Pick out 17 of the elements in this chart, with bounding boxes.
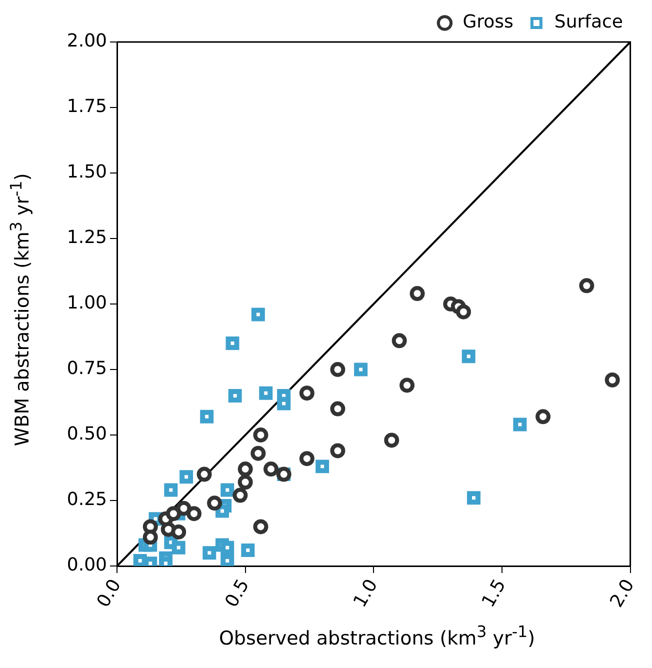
y-tick-label: 1.50 [66, 162, 107, 183]
x-tick-label: 2.0 [606, 576, 639, 612]
y-tick-label: 0.00 [66, 554, 107, 576]
y-tick-label: 0.50 [66, 424, 107, 445]
y-tick-label: 1.25 [66, 227, 107, 248]
y-tick-label: 1.75 [66, 96, 107, 118]
y-tick-label: 2.00 [66, 30, 107, 52]
x-axis-title: Observed abstractions (km$^{3}$ yr$^{-1}$) [218, 622, 536, 650]
legend-label: Gross [462, 12, 514, 33]
legend-label: Surface [554, 12, 624, 33]
y-tick-label: 1.00 [66, 292, 107, 314]
y-tick-label: 0.25 [66, 489, 107, 510]
x-tick-label: 1.0 [350, 576, 382, 612]
x-tick-label: 0.0 [92, 576, 126, 612]
x-tick-label: 1.5 [478, 576, 510, 612]
x-tick-label: 0.5 [221, 576, 254, 612]
y-tick-label: 0.75 [66, 358, 107, 380]
